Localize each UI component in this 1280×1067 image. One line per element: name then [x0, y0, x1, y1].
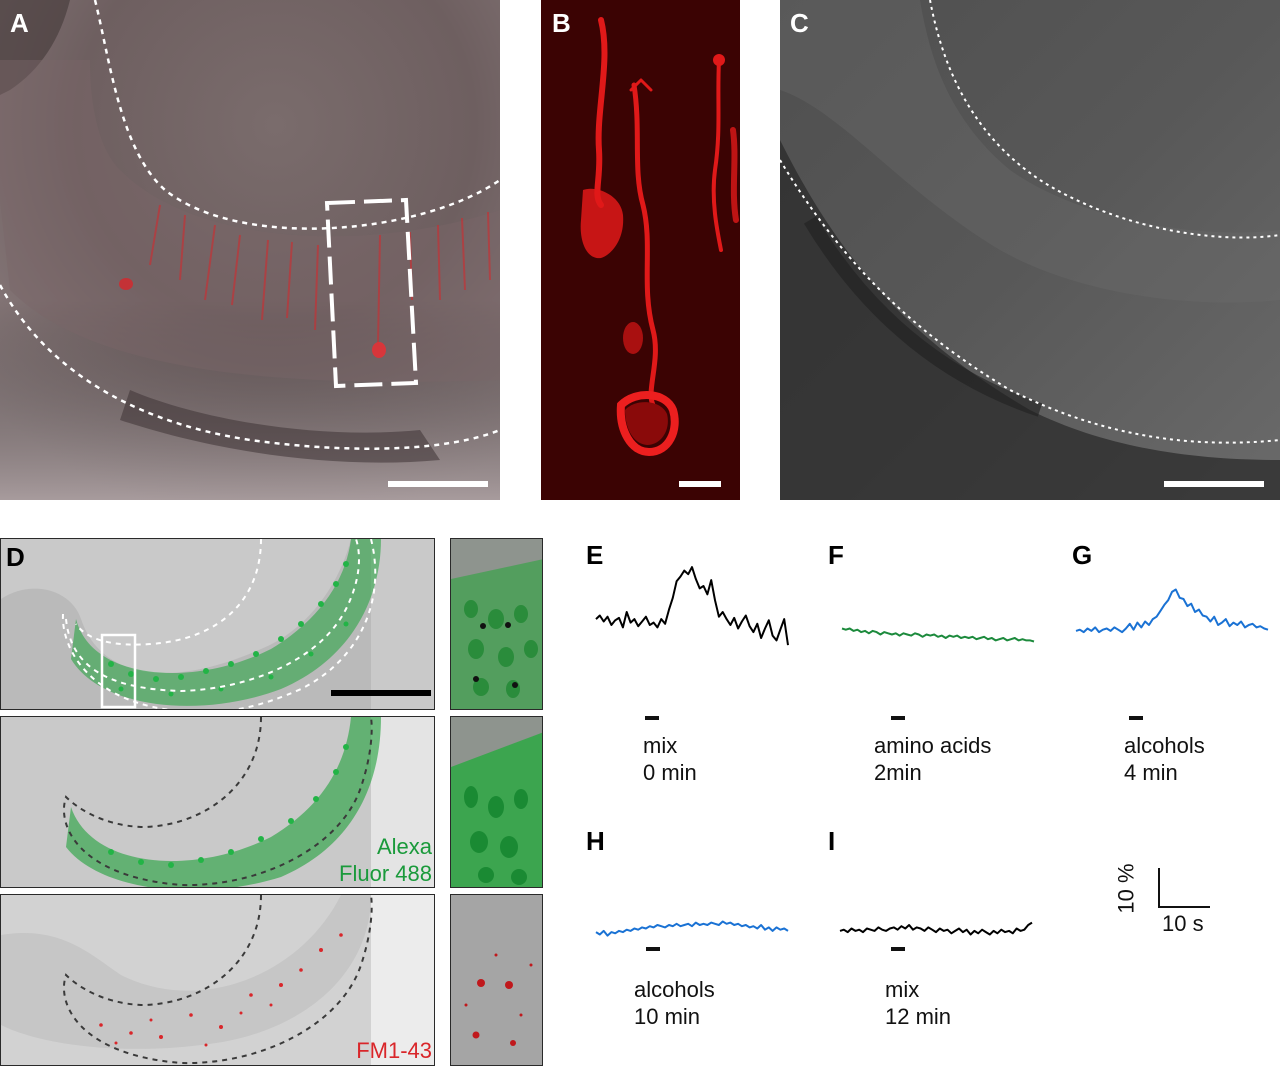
stimulus-bar-i [891, 947, 905, 951]
trace-h-time: 10 min [634, 1004, 701, 1029]
panel-label-g: G [1072, 540, 1093, 570]
trace-i-line [839, 921, 1033, 936]
panel-label-f: F [828, 540, 844, 570]
panel-d-overlay-image [0, 538, 435, 710]
panel-label-e: E [586, 540, 604, 570]
panel-d-green-image [0, 716, 435, 888]
panel-d-inset-red [450, 894, 543, 1066]
trace-h [595, 920, 789, 937]
trace-g-line [1075, 588, 1269, 634]
trace-i [839, 921, 1033, 936]
trace-g-stimulus: alcohols [1124, 733, 1205, 758]
panel-c-image [780, 0, 1280, 500]
scale-bar-vertical [1158, 868, 1160, 908]
stimulus-bar-h [646, 947, 660, 951]
trace-e-line [595, 566, 789, 646]
trace-h-stimulus: alcohols [634, 977, 715, 1002]
trace-f-line [841, 627, 1035, 643]
stain-label-fm1-43: FM1-43 [356, 1038, 432, 1063]
panel-label-a: A [10, 8, 29, 38]
panel-label-c: C [790, 8, 809, 38]
stimulus-bar-e [645, 716, 659, 720]
panel-d-inset-overlay [450, 538, 543, 710]
panel-label-i: I [828, 826, 836, 856]
panel-b-image [541, 0, 740, 500]
stain-label-alexa-line1: Alexa [376, 834, 432, 859]
trace-e-time: 0 min [643, 760, 697, 785]
trace-f [841, 627, 1035, 643]
scale-label-horizontal: 10 s [1162, 911, 1204, 936]
scale-label-vertical: 10 % [1113, 863, 1139, 914]
trace-f-stimulus: amino acids [874, 733, 992, 758]
stain-label-alexa-line2: Fluor 488 [339, 861, 432, 886]
trace-h-line [595, 920, 789, 937]
trace-i-time: 12 min [885, 1004, 952, 1029]
trace-f-time: 2min [874, 760, 922, 785]
trace-g-time: 4 min [1124, 760, 1178, 785]
panel-label-d: D [6, 542, 25, 572]
stimulus-bar-g [1129, 716, 1143, 720]
panel-d-inset-green [450, 716, 543, 888]
stimulus-bar-f [891, 716, 905, 720]
trace-e [595, 566, 789, 646]
panel-d-red-image [0, 894, 435, 1066]
panel-label-b: B [552, 8, 571, 38]
trace-g [1075, 588, 1269, 634]
trace-e-stimulus: mix [643, 733, 678, 758]
trace-i-stimulus: mix [885, 977, 920, 1002]
panel-label-h: H [586, 826, 605, 856]
panel-a-image [0, 0, 500, 500]
scale-bar-horizontal [1158, 906, 1210, 908]
